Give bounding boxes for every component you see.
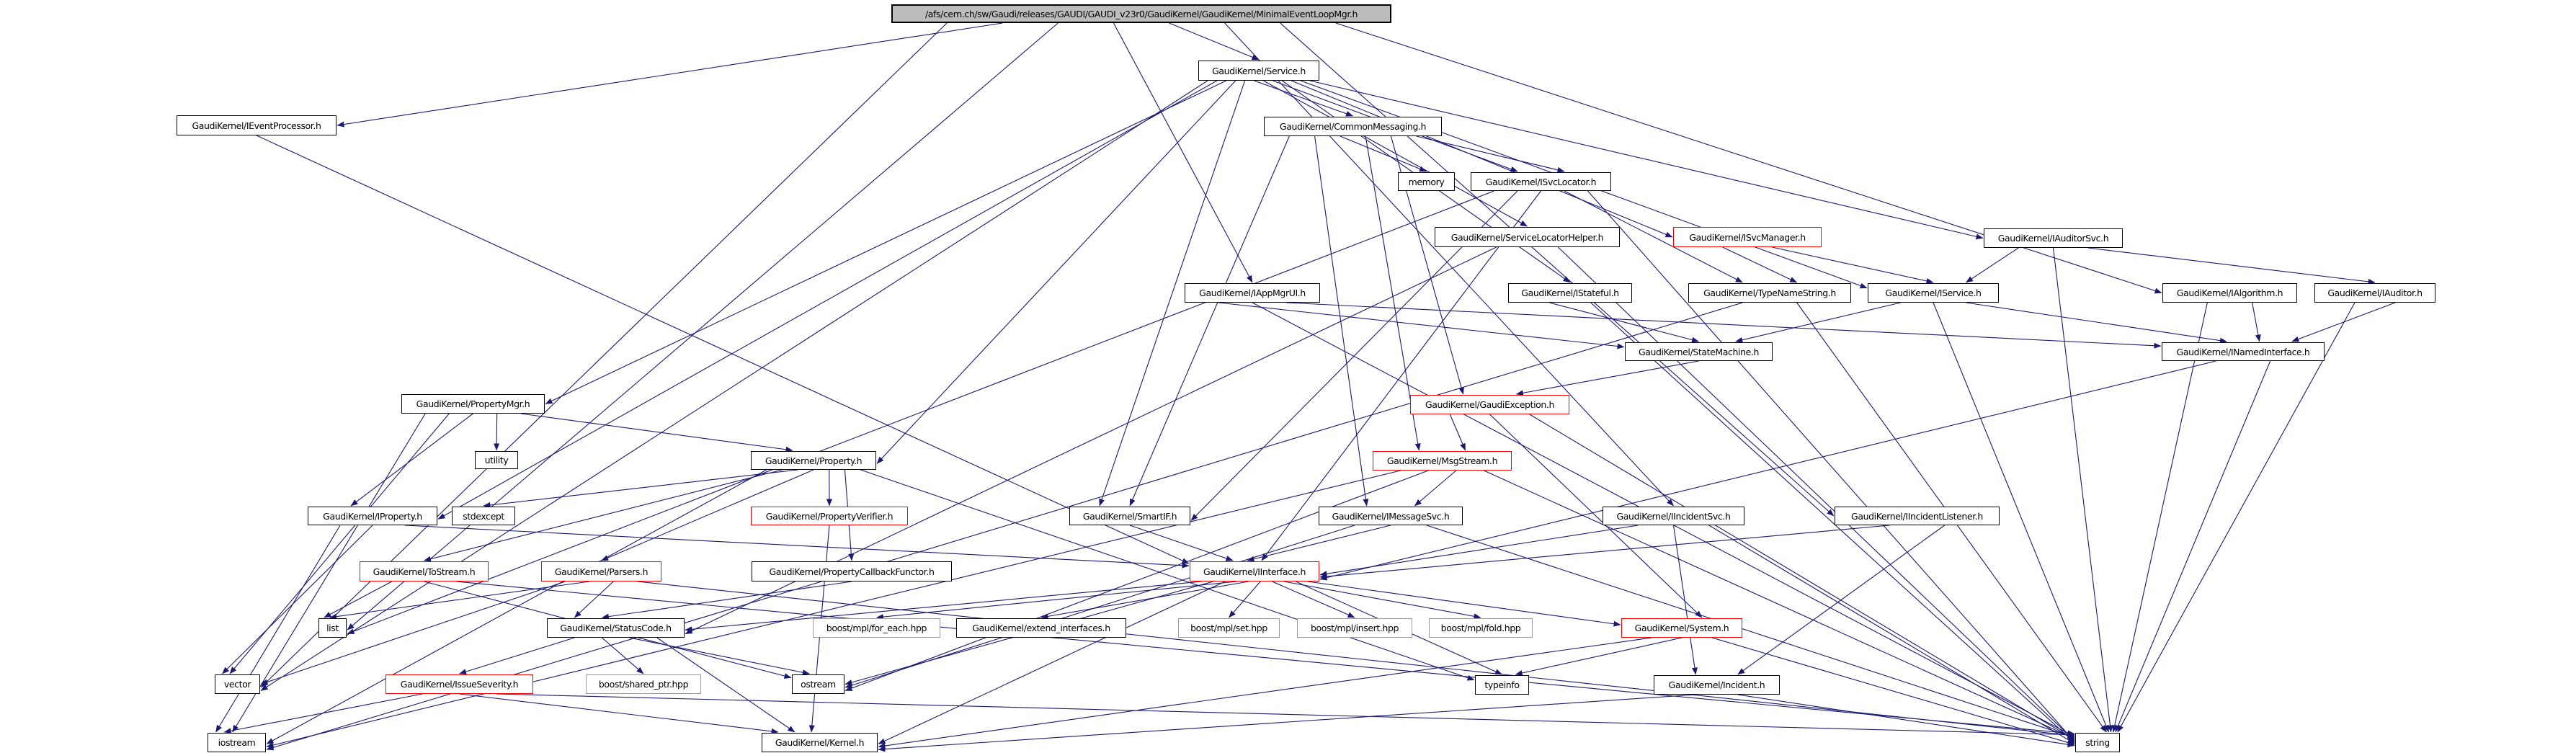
node-isvclocator[interactable]: GaudiKernel/ISvcLocator.h — [1471, 172, 1611, 191]
node-kernel[interactable]: GaudiKernel/Kernel.h — [762, 733, 878, 752]
node-servicelocatorhelper[interactable]: GaudiKernel/ServiceLocatorHelper.h — [1435, 227, 1620, 247]
node-tostream[interactable]: GaudiKernel/ToStream.h — [360, 561, 489, 582]
node-mpl_set[interactable]: boost/mpl/set.hpp — [1178, 618, 1280, 638]
node-iincidentsvc[interactable]: GaudiKernel/IIncidentSvc.h — [1603, 507, 1744, 525]
node-isvcmanager[interactable]: GaudiKernel/ISvcManager.h — [1673, 227, 1822, 247]
node-iostream[interactable]: iostream — [208, 733, 266, 752]
node-propertycallbackfunctor[interactable]: GaudiKernel/PropertyCallbackFunctor.h — [752, 561, 952, 582]
node-imessagesvc[interactable]: GaudiKernel/IMessageSvc.h — [1319, 507, 1463, 525]
node-utility[interactable]: utility — [475, 451, 518, 469]
node-list[interactable]: list — [318, 618, 347, 638]
node-istateful[interactable]: GaudiKernel/IStateful.h — [1508, 283, 1632, 303]
node-iproperty[interactable]: GaudiKernel/IProperty.h — [308, 507, 437, 525]
node-propertyverifier[interactable]: GaudiKernel/PropertyVerifier.h — [751, 507, 908, 525]
node-iservice[interactable]: GaudiKernel/IService.h — [1868, 283, 1999, 303]
node-incident[interactable]: GaudiKernel/Incident.h — [1654, 675, 1780, 695]
node-ialgorithm[interactable]: GaudiKernel/IAlgorithm.h — [2162, 283, 2297, 303]
node-property[interactable]: GaudiKernel/Property.h — [751, 451, 876, 470]
node-string[interactable]: string — [2075, 733, 2120, 752]
node-statemachine[interactable]: GaudiKernel/StateMachine.h — [1625, 342, 1773, 361]
node-mpl_insert[interactable]: boost/mpl/insert.hpp — [1297, 618, 1412, 638]
node-gaudiexception[interactable]: GaudiKernel/GaudiException.h — [1410, 395, 1569, 414]
node-memory[interactable]: memory — [1398, 172, 1455, 191]
node-issueseverity[interactable]: GaudiKernel/IssueSeverity.h — [385, 674, 533, 694]
node-typenamestring[interactable]: GaudiKernel/TypeNameString.h — [1688, 283, 1851, 303]
node-iappmgrui[interactable]: GaudiKernel/IAppMgrUI.h — [1185, 283, 1320, 303]
node-shared_ptr[interactable]: boost/shared_ptr.hpp — [586, 674, 701, 694]
node-statuscode[interactable]: GaudiKernel/StatusCode.h — [547, 618, 685, 638]
node-ieventprocessor[interactable]: GaudiKernel/IEventProcessor.h — [177, 115, 337, 135]
node-msgstream[interactable]: GaudiKernel/MsgStream.h — [1373, 451, 1512, 471]
node-system[interactable]: GaudiKernel/System.h — [1621, 618, 1742, 638]
node-stdexcept[interactable]: stdexcept — [452, 507, 515, 525]
node-extend_interfaces[interactable]: GaudiKernel/extend_interfaces.h — [956, 618, 1126, 638]
node-smartif[interactable]: GaudiKernel/SmartIF.h — [1069, 507, 1190, 525]
node-commonmessaging[interactable]: GaudiKernel/CommonMessaging.h — [1264, 117, 1442, 136]
node-iauditor[interactable]: GaudiKernel/IAuditor.h — [2314, 283, 2435, 303]
node-service[interactable]: GaudiKernel/Service.h — [1198, 61, 1319, 81]
node-root[interactable]: /afs/cern.ch/sw/Gaudi/releases/GAUDI/GAU… — [891, 4, 1391, 23]
node-iincidentlistener[interactable]: GaudiKernel/IIncidentListener.h — [1835, 507, 2000, 525]
node-vector[interactable]: vector — [215, 674, 260, 694]
node-propertymgr[interactable]: GaudiKernel/PropertyMgr.h — [401, 394, 545, 414]
node-ostream[interactable]: ostream — [792, 674, 844, 694]
node-iinterface[interactable]: GaudiKernel/IInterface.h — [1190, 561, 1319, 582]
node-inamedinterface[interactable]: GaudiKernel/INamedInterface.h — [2162, 342, 2325, 361]
node-mpl_fold[interactable]: boost/mpl/fold.hpp — [1429, 618, 1533, 638]
node-iauditorsvc[interactable]: GaudiKernel/IAuditorSvc.h — [1984, 228, 2123, 248]
node-for_each[interactable]: boost/mpl/for_each.hpp — [813, 618, 940, 638]
node-parsers[interactable]: GaudiKernel/Parsers.h — [541, 561, 661, 582]
node-typeinfo[interactable]: typeinfo — [1475, 675, 1529, 695]
